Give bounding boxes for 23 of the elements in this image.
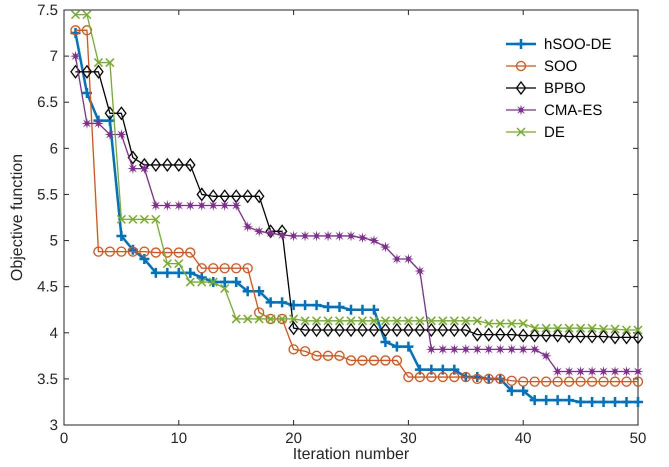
x-tick-label: 50 <box>630 430 646 447</box>
legend-label: SOO <box>544 58 578 75</box>
y-tick-label: 6 <box>50 140 58 158</box>
x-axis-title: Iteration number <box>292 446 410 463</box>
x-tick-label: 20 <box>285 430 302 447</box>
y-tick-label: 3 <box>50 417 58 434</box>
legend-label: hSOO-DE <box>544 36 612 53</box>
legend-label: DE <box>544 124 565 141</box>
x-tick-label: 30 <box>400 430 417 447</box>
y-tick-label: 5 <box>50 232 58 250</box>
y-tick-label: 7 <box>50 48 58 66</box>
y-tick-label: 6.5 <box>37 94 58 112</box>
y-tick-label: 3.5 <box>37 370 58 388</box>
legend-label: BPBO <box>544 80 586 97</box>
y-tick-label: 5.5 <box>37 186 58 204</box>
y-axis-title: Objective function <box>9 154 26 282</box>
y-tick-label: 4.5 <box>37 278 58 296</box>
y-tick-label: 4 <box>50 324 58 342</box>
x-tick-label: 10 <box>170 430 188 447</box>
x-tick-label: 40 <box>514 430 532 447</box>
x-tick-label: 0 <box>60 430 68 447</box>
legend-label: CMA-ES <box>544 102 602 119</box>
y-tick-label: 7.5 <box>37 2 58 19</box>
